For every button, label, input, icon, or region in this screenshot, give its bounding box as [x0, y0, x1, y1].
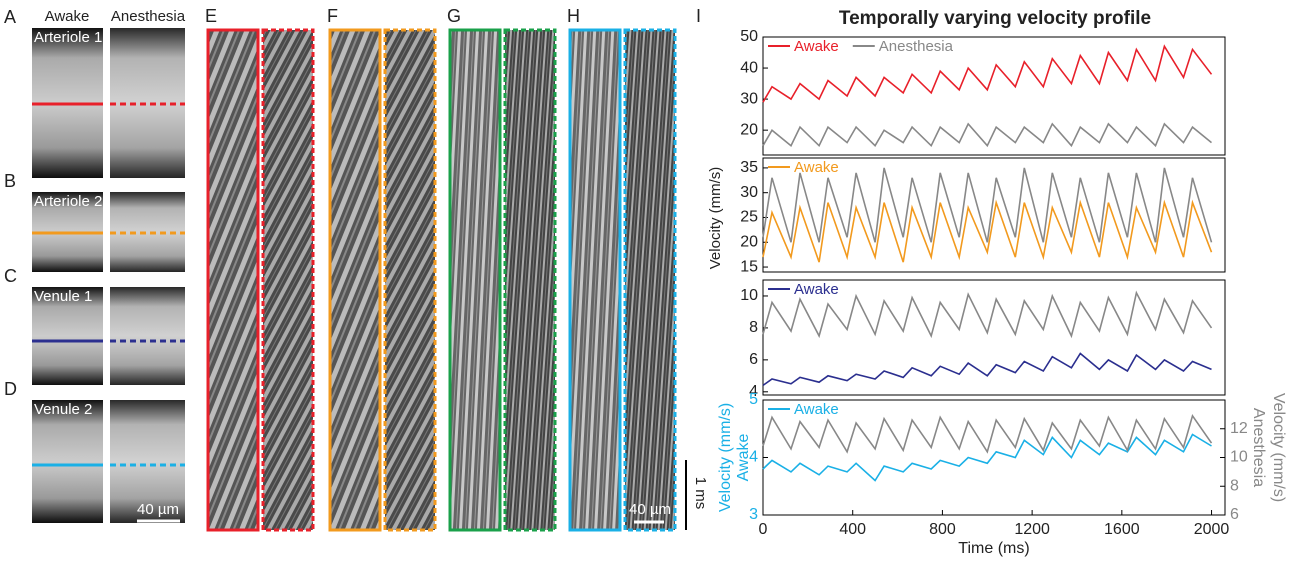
legend-label: Awake	[794, 38, 839, 55]
panel-letter: B	[4, 171, 16, 191]
y-tick-label: 10	[740, 287, 758, 304]
vessel-label: Venule 2	[34, 401, 92, 418]
legend-label: Anesthesia	[879, 38, 954, 55]
panel-letter: E	[205, 6, 217, 26]
panel-letter: I	[696, 6, 701, 26]
legend-label: Awake	[794, 281, 839, 298]
column-header: Anesthesia	[111, 8, 186, 25]
awake-image	[32, 287, 103, 385]
x-tick-label: 800	[929, 521, 956, 538]
time-scale-label: 1 ms	[692, 477, 709, 510]
y-tick-label: 15	[740, 258, 758, 275]
x-tick-label: 2000	[1194, 521, 1230, 538]
scale-label: 40 µm	[629, 501, 671, 518]
y-tick-label: 4	[749, 449, 758, 466]
y-tick-label: 35	[740, 159, 758, 176]
y-tick-label: 5	[749, 391, 758, 408]
series-line	[762, 44, 1213, 103]
kymograph-awake	[568, 28, 622, 532]
y-tick-label: 25	[740, 209, 758, 226]
kymograph-anesthesia	[503, 28, 557, 532]
y-tick-label: 30	[740, 184, 758, 201]
series-line	[762, 122, 1213, 148]
kymographs: E F G H 40 µm 1 ms	[205, 6, 709, 532]
y-axis-label: Velocity (mm/s)	[717, 403, 734, 512]
y2-tick-label: 10	[1230, 449, 1248, 466]
x-tick-label: 1600	[1104, 521, 1140, 538]
vessel-label: Arteriole 1	[34, 29, 102, 46]
y-axis-label: Velocity (mm/s)	[707, 167, 724, 270]
legend-label: Awake	[794, 159, 839, 176]
series-line	[762, 352, 1212, 387]
series-line	[762, 290, 1213, 339]
awake-image	[32, 400, 103, 523]
kymograph-anesthesia	[261, 28, 315, 532]
y-tick-label: 8	[749, 319, 758, 336]
x-axis-label: Time (ms)	[958, 540, 1029, 557]
y-tick-label: 40	[740, 59, 758, 76]
kymograph-awake	[328, 28, 382, 532]
y-tick-label: 20	[740, 121, 758, 138]
x-tick-label: 0	[759, 521, 768, 538]
anesthesia-image	[110, 287, 185, 385]
series-line	[762, 413, 1213, 454]
axes-box	[762, 36, 1226, 156]
panel-letter: A	[4, 7, 16, 27]
y-axis-label-group: Awake	[735, 434, 752, 482]
column-header: Awake	[45, 8, 90, 25]
panel-letter: G	[447, 6, 461, 26]
legend-label: Awake	[794, 401, 839, 418]
y2-tick-label: 12	[1230, 420, 1248, 437]
vessel-label: Arteriole 2	[34, 193, 102, 210]
kymograph-anesthesia	[383, 28, 437, 532]
scale-label: 40 µm	[137, 501, 179, 518]
panel-letter: F	[327, 6, 338, 26]
image-panels: Awake Anesthesia A Arteriole 1 B Arteriole …	[4, 7, 186, 523]
series-line	[762, 433, 1212, 482]
y2-axis-label: Velocity (mm/s)	[1270, 393, 1287, 502]
y2-tick-label: 8	[1230, 477, 1239, 494]
y-tick-label: 6	[749, 351, 758, 368]
y-tick-label: 20	[740, 233, 758, 250]
y-tick-label: 50	[740, 28, 758, 45]
y-tick-label: 3	[749, 506, 758, 523]
kymograph-awake	[206, 28, 260, 532]
panel-letter: C	[4, 266, 17, 286]
anesthesia-image	[110, 400, 185, 523]
panel-letter: H	[567, 6, 580, 26]
kymograph-anesthesia	[623, 28, 677, 532]
x-tick-label: 400	[839, 521, 866, 538]
vessel-label: Venule 1	[34, 288, 92, 305]
panel-letter: D	[4, 379, 17, 399]
y2-tick-label: 6	[1230, 506, 1239, 523]
chart-title: Temporally varying velocity profile	[839, 8, 1151, 29]
y2-axis-label-group: Anesthesia	[1250, 408, 1267, 487]
axes-box	[762, 279, 1226, 396]
x-tick-label: 1200	[1014, 521, 1050, 538]
y-tick-label: 4	[749, 383, 758, 400]
y-tick-label: 30	[740, 90, 758, 107]
series-line	[762, 199, 1213, 263]
axes-box	[762, 157, 1226, 273]
series-line	[762, 167, 1213, 243]
kymograph-awake	[448, 28, 502, 532]
